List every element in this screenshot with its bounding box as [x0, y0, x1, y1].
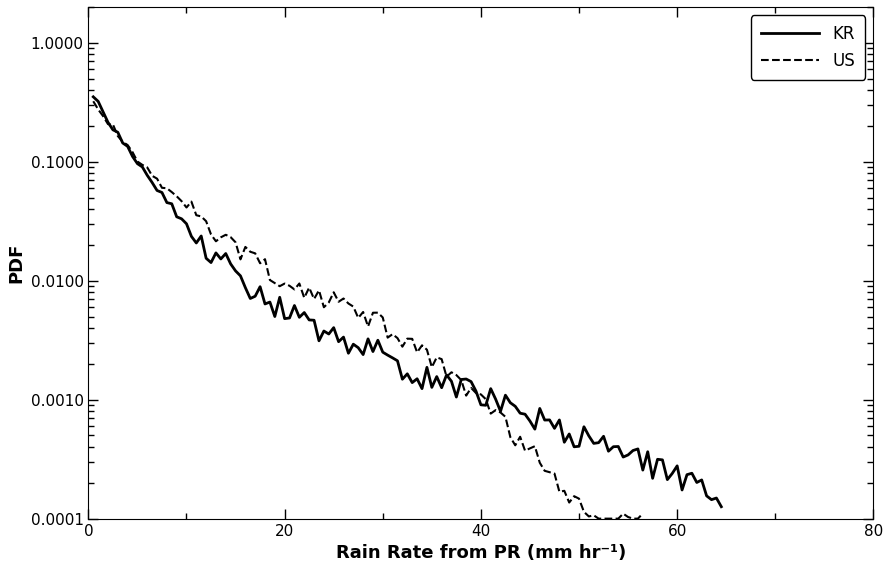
KR: [637, 467, 648, 473]
KR: [88, 93, 99, 100]
Legend: KR, US: KR, US: [750, 15, 865, 80]
US: [88, 98, 99, 105]
US: [545, 469, 555, 476]
KR: [461, 376, 472, 382]
US: [264, 277, 275, 283]
US: [500, 414, 511, 420]
X-axis label: Rain Rate from PR (mm hr⁻¹): Rain Rate from PR (mm hr⁻¹): [336, 544, 626, 562]
Line: US: US: [93, 101, 643, 518]
KR: [716, 504, 726, 510]
US: [594, 515, 604, 522]
KR: [584, 432, 595, 439]
KR: [117, 139, 128, 146]
US: [102, 121, 113, 127]
KR: [417, 385, 427, 392]
Y-axis label: PDF: PDF: [7, 242, 25, 283]
Line: KR: KR: [93, 97, 721, 507]
US: [603, 515, 614, 522]
US: [637, 510, 648, 517]
US: [108, 121, 118, 128]
KR: [260, 300, 271, 307]
